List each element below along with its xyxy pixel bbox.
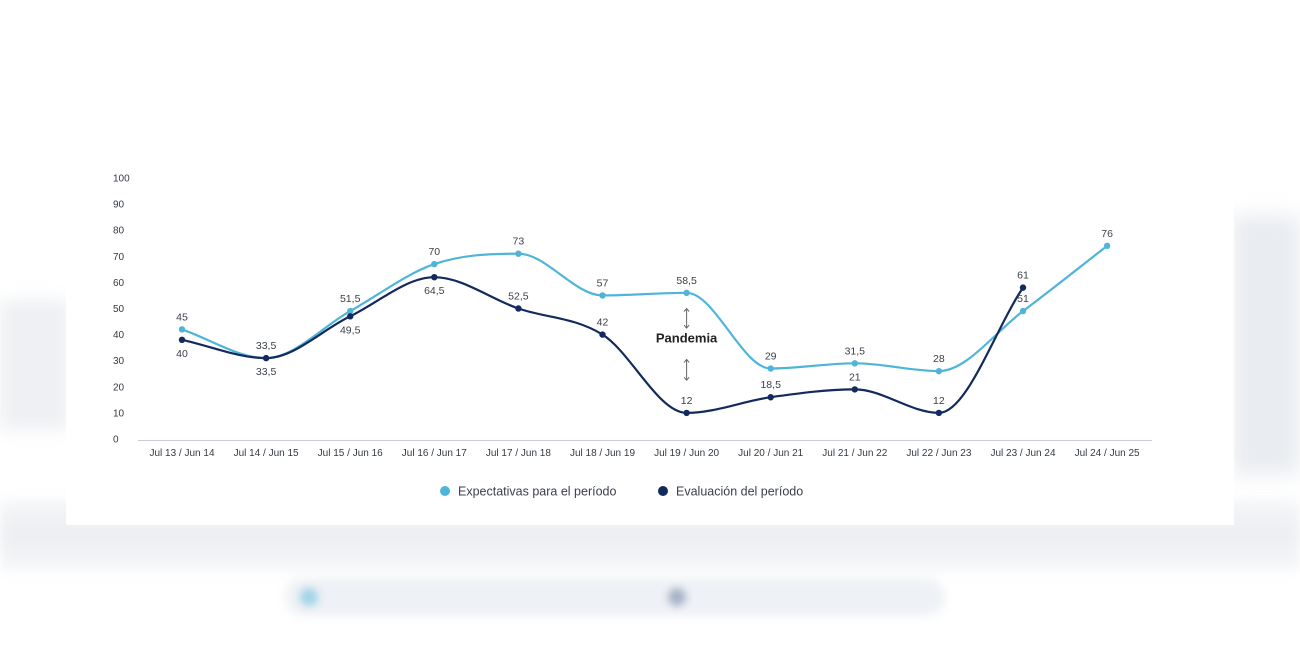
data-label-expectativas: 33,5 xyxy=(256,340,277,352)
y-tick-label: 70 xyxy=(113,252,125,263)
data-point-evaluacion xyxy=(935,409,943,417)
data-label-expectativas: 51 xyxy=(1017,293,1029,305)
data-point-evaluacion xyxy=(1019,284,1027,291)
data-point-evaluacion xyxy=(767,394,774,401)
data-label-evaluacion: 21 xyxy=(849,371,861,383)
data-point-expectativas xyxy=(935,367,943,375)
chart-card: 0 10 20 30 40 50 60 70 80 90 100 Jul 13 / Jun 14 Ju… xyxy=(66,155,1234,525)
data-point-expectativas xyxy=(767,365,774,372)
y-tick-label: 50 xyxy=(113,304,125,315)
background-blurred-dot xyxy=(300,588,318,606)
data-label-evaluacion: 12 xyxy=(681,395,693,407)
data-label-expectativas: 70 xyxy=(428,246,440,258)
x-tick-label: Jul 13 / Jun 14 xyxy=(149,448,214,459)
data-point-expectativas xyxy=(599,292,606,299)
data-label-evaluacion: 18,5 xyxy=(760,379,781,391)
data-label-evaluacion: 61 xyxy=(1017,270,1029,282)
annotation-arrowhead xyxy=(683,358,690,363)
annotation-arrowhead xyxy=(683,376,690,382)
y-tick-label: 0 xyxy=(113,435,119,446)
x-tick-label: Jul 19 / Jun 20 xyxy=(654,448,719,459)
y-tick-label: 30 xyxy=(113,356,125,367)
data-point-expectativas xyxy=(347,307,354,315)
pandemia-annotation: Pandemia xyxy=(656,307,718,382)
x-tick-label: Jul 23 / Jun 24 xyxy=(990,448,1055,459)
data-label-expectativas: 45 xyxy=(176,311,188,323)
background-blurred-dot xyxy=(668,588,686,606)
line-chart: 0 10 20 30 40 50 60 70 80 90 100 Jul 13 / Jun 14 Ju… xyxy=(113,174,1152,499)
y-tick-label: 90 xyxy=(113,200,125,211)
data-label-expectativas: 51,5 xyxy=(340,293,361,305)
data-label-expectativas: 31,5 xyxy=(845,345,866,357)
data-label-evaluacion: 12 xyxy=(933,395,945,407)
data-point-expectativas xyxy=(431,260,438,268)
y-tick-label: 40 xyxy=(113,330,125,341)
data-label-expectativas: 76 xyxy=(1101,228,1113,240)
legend-marker-expectativas xyxy=(440,486,450,496)
y-tick-label: 10 xyxy=(113,408,125,419)
data-point-evaluacion xyxy=(178,336,186,344)
data-point-expectativas xyxy=(1019,307,1027,315)
background-blur-left xyxy=(0,300,70,430)
data-point-evaluacion xyxy=(347,313,354,320)
x-tick-label: Jul 17 / Jun 18 xyxy=(486,448,551,459)
annotation-arrowhead xyxy=(683,324,690,329)
data-point-evaluacion xyxy=(851,386,858,393)
data-point-expectativas xyxy=(515,250,522,257)
x-tick-label: Jul 22 / Jun 23 xyxy=(906,448,971,459)
annotation-arrowhead xyxy=(683,307,690,312)
data-label-expectativas: 57 xyxy=(597,277,609,289)
background-blur-right xyxy=(1232,215,1300,475)
data-label-expectativas: 73 xyxy=(513,236,525,248)
data-label-evaluacion: 40 xyxy=(176,348,188,360)
x-tick-label: Jul 15 / Jun 16 xyxy=(318,448,383,459)
data-point-expectativas xyxy=(1103,242,1111,250)
data-label-expectativas: 28 xyxy=(933,353,945,365)
y-tick-label: 60 xyxy=(113,278,125,289)
x-tick-label: Jul 18 / Jun 19 xyxy=(570,448,635,459)
legend-marker-evaluacion xyxy=(658,486,668,496)
data-label-evaluacion: 42 xyxy=(597,317,609,329)
x-tick-label: Jul 24 / Jun 25 xyxy=(1075,448,1140,459)
data-point-expectativas xyxy=(851,360,858,367)
data-point-evaluacion xyxy=(262,354,270,362)
data-point-expectativas xyxy=(683,289,690,297)
data-point-evaluacion xyxy=(599,331,606,338)
data-label-evaluacion: 52,5 xyxy=(508,291,529,303)
chart-legend: Expectativas para el período Evaluación … xyxy=(440,485,803,499)
data-point-evaluacion xyxy=(431,273,438,281)
x-tick-label: Jul 20 / Jun 21 xyxy=(738,448,803,459)
x-tick-label: Jul 16 / Jun 17 xyxy=(402,448,467,459)
data-label-evaluacion: 64,5 xyxy=(424,285,445,297)
series-line-expectativas xyxy=(181,245,1108,373)
pandemia-label: Pandemia xyxy=(656,330,718,345)
data-point-evaluacion xyxy=(515,305,522,312)
data-label-evaluacion: 33,5 xyxy=(256,366,277,378)
y-tick-label: 20 xyxy=(113,382,125,393)
data-point-evaluacion xyxy=(683,409,690,417)
data-label-evaluacion: 49,5 xyxy=(340,324,361,336)
y-tick-label: 100 xyxy=(113,174,130,185)
series-line-evaluacion xyxy=(181,276,1024,415)
data-point-expectativas xyxy=(178,326,186,333)
x-tick-label: Jul 21 / Jun 22 xyxy=(822,448,887,459)
x-tick-label: Jul 14 / Jun 15 xyxy=(234,448,299,459)
data-label-expectativas: 29 xyxy=(765,351,777,363)
y-tick-label: 80 xyxy=(113,226,125,237)
data-label-expectativas: 58,5 xyxy=(676,275,697,287)
legend-label-evaluacion: Evaluación del período xyxy=(676,485,803,499)
legend-label-expectativas: Expectativas para el período xyxy=(458,485,616,499)
background-blurred-legend xyxy=(285,578,945,616)
